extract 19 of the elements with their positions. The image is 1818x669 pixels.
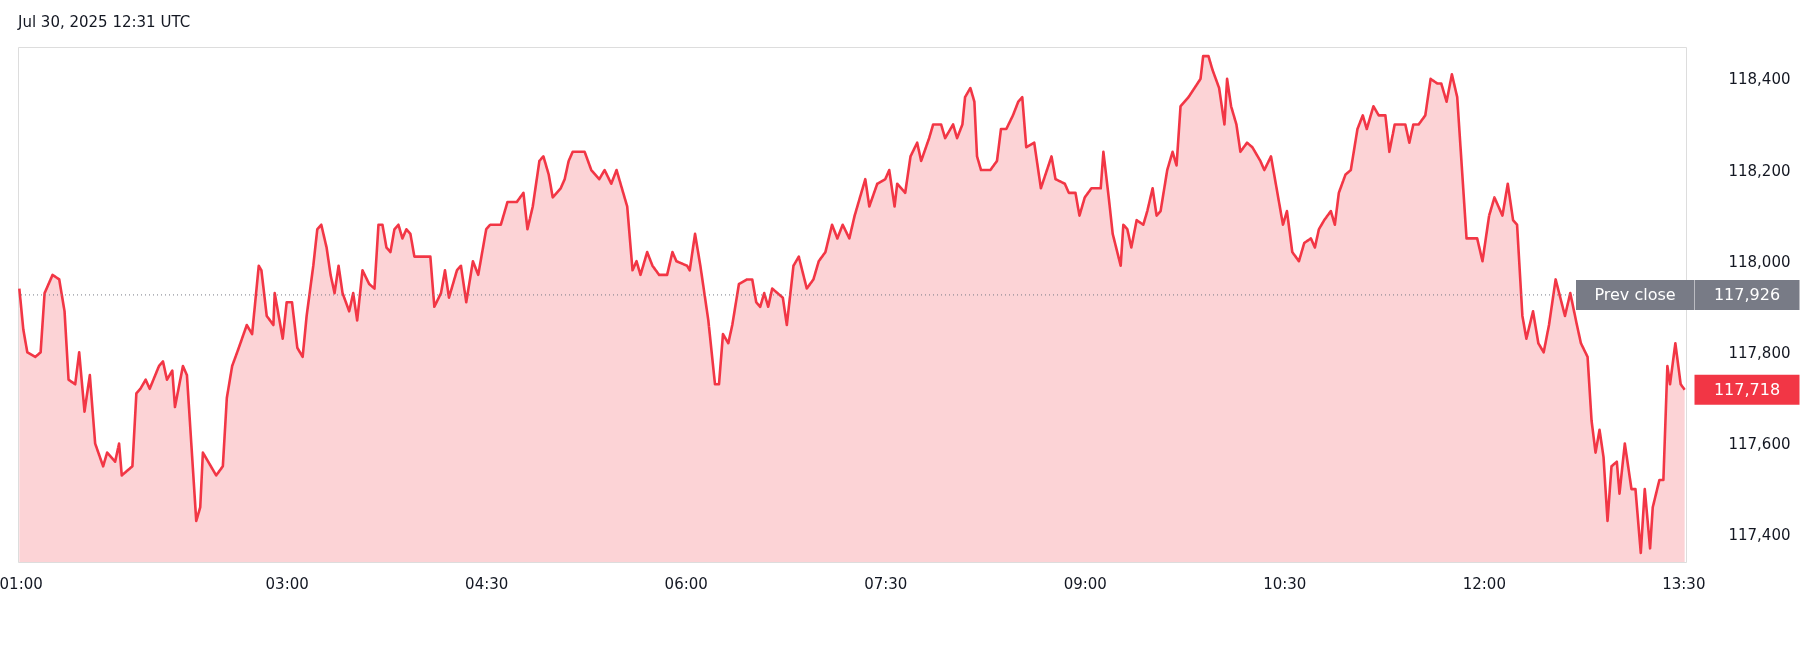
y-tick-label: 117,400 <box>1728 526 1791 545</box>
y-tick-label: 118,200 <box>1728 161 1791 180</box>
x-tick-label: 06:00 <box>664 574 708 593</box>
x-tick-label: 09:00 <box>1063 574 1107 593</box>
y-tick-label: 117,800 <box>1728 343 1791 362</box>
x-tick-label: 12:00 <box>1462 574 1506 593</box>
y-tick-label: 118,400 <box>1728 70 1791 89</box>
x-tick-label: 07:30 <box>864 574 908 593</box>
x-tick-label: 13:30 <box>1662 574 1706 593</box>
x-tick-label: 03:00 <box>265 574 309 593</box>
y-tick-label: 118,000 <box>1728 252 1791 271</box>
ref-line-label: Prev close <box>1594 284 1676 304</box>
x-tick-label: 04:30 <box>465 574 509 593</box>
x-tick-label: 10:30 <box>1263 574 1307 593</box>
text: 117,718 <box>1713 379 1781 399</box>
y-tick-label: 117,600 <box>1728 435 1791 453</box>
text: 117,926 <box>1713 284 1781 304</box>
x-tick-label: 01:00 <box>0 574 43 593</box>
text: Jul 30, 2025 12:31 UTC <box>17 13 191 31</box>
